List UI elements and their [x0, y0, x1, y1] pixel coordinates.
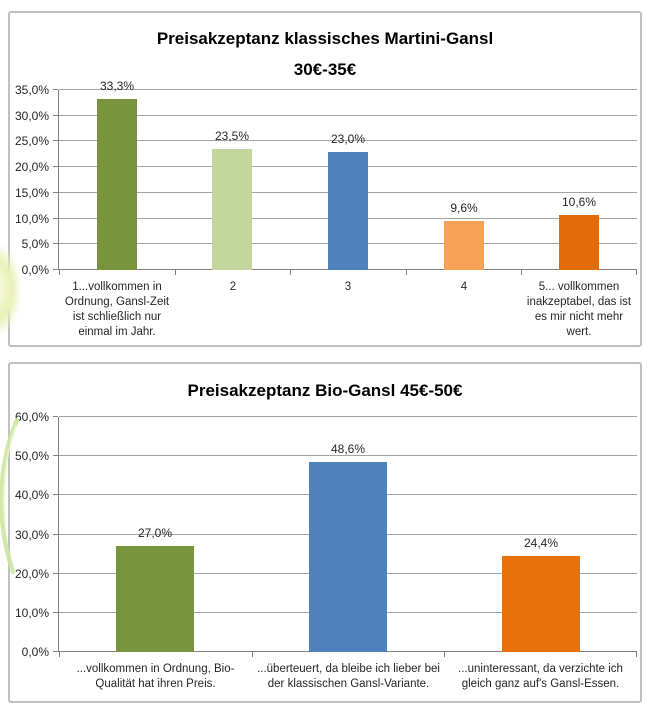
bar-4 — [444, 221, 484, 270]
y-axis-tick — [53, 166, 58, 168]
gridline — [59, 416, 637, 417]
x-axis-tick — [252, 652, 253, 657]
category-label: 3 — [344, 281, 352, 293]
bar-value-label: 27,0% — [137, 526, 173, 540]
bar-3 — [328, 152, 368, 270]
category-label: 4 — [460, 281, 468, 293]
y-axis-tick — [53, 533, 58, 535]
y-axis-tick — [53, 494, 58, 496]
bar-value-label: 9,6% — [450, 201, 478, 215]
y-axis-tick-label: 20,0% — [14, 160, 49, 175]
chart-title: Preisakzeptanz Bio-Gansl 45€-50€ — [10, 375, 640, 406]
y-axis-tick — [53, 416, 58, 417]
y-axis-tick — [53, 217, 58, 219]
bar-5 — [559, 215, 599, 270]
gridline — [59, 114, 637, 116]
y-axis-tick-label: 25,0% — [14, 134, 49, 149]
y-axis-tick-label: 35,0% — [14, 83, 49, 97]
bar-value-label: 23,0% — [330, 132, 366, 146]
y-axis-tick — [53, 611, 58, 613]
chart-preisakzeptanz-martini-gansl: Preisakzeptanz klassisches Martini-Gansl… — [8, 11, 642, 347]
y-axis-tick-label: 50,0% — [14, 449, 49, 464]
gridline — [59, 89, 637, 90]
chart-title-line: Preisakzeptanz Bio-Gansl 45€-50€ — [187, 381, 463, 400]
y-axis-tick — [53, 114, 58, 116]
bar-1 — [116, 546, 194, 652]
y-axis-tick-label: 30,0% — [14, 527, 49, 542]
x-axis-tick — [444, 652, 445, 657]
x-axis-tick — [521, 270, 522, 275]
y-axis-tick-label: 20,0% — [14, 566, 49, 581]
y-axis-tick-label: 60,0% — [14, 410, 49, 424]
y-axis-tick — [53, 651, 58, 652]
y-axis-tick — [53, 269, 58, 270]
y-axis-tick-label: 15,0% — [14, 185, 49, 200]
y-axis-tick — [53, 243, 58, 245]
y-axis-line — [58, 90, 59, 270]
category-label: 2 — [229, 281, 237, 293]
x-axis-tick — [59, 270, 60, 275]
category-label: 5... vollkommen inakzeptabel, das ist es… — [526, 281, 632, 338]
plot-area: 0,0% 5,0% 10,0% 15,0% 20,0% 25,0% 30,0% 35,0% 33… — [15, 79, 637, 338]
bar-1 — [97, 99, 137, 270]
y-axis-tick-label: 40,0% — [14, 488, 49, 503]
category-label: ...überteuert, da bleibe ich lieber bei … — [257, 663, 440, 690]
x-axis-tick — [59, 652, 60, 657]
bar-2 — [309, 462, 387, 652]
bar-value-label: 23,5% — [214, 129, 250, 143]
x-axis-tick — [636, 270, 637, 275]
y-axis-tick-label: 10,0% — [14, 605, 49, 620]
y-axis-tick-label: 5,0% — [21, 237, 49, 252]
x-axis-tick — [175, 270, 176, 275]
x-axis-tick — [636, 652, 637, 657]
y-axis-tick-label: 10,0% — [14, 211, 49, 226]
bar-value-label: 33,3% — [99, 79, 135, 93]
gridline — [59, 455, 637, 457]
y-axis-line — [58, 417, 59, 652]
chart-title-line: 30€-35€ — [293, 60, 357, 79]
plot-area: 0,0% 10,0% 20,0% 30,0% 40,0% 50,0% 60,0% 27,0%.… — [15, 410, 637, 690]
y-axis-tick — [53, 89, 58, 90]
chart-title-line: Preisakzeptanz klassisches Martini-Gansl — [156, 29, 494, 48]
chart-title: Preisakzeptanz klassisches Martini-Gansl… — [10, 23, 640, 85]
category-label: ...uninteressant, da verzichte ich gleic… — [458, 663, 623, 690]
bar-value-label: 48,6% — [330, 442, 366, 456]
category-label: 1...vollkommen in Ordnung, Gansl-Zeit is… — [64, 281, 170, 338]
y-axis-tick — [53, 572, 58, 574]
category-label: ...vollkommen in Ordnung, Bio-Qualität h… — [76, 663, 235, 690]
bar-value-label: 10,6% — [561, 195, 597, 209]
chart-preisakzeptanz-bio-gansl: Preisakzeptanz Bio-Gansl 45€-50€ 0,0% 10,… — [8, 362, 642, 703]
y-axis-tick-label: 30,0% — [14, 108, 49, 123]
y-axis-tick-label: 0,0% — [21, 263, 49, 277]
gridline — [59, 140, 637, 142]
bar-value-label: 24,4% — [523, 536, 559, 550]
x-axis-tick — [406, 270, 407, 275]
bar-3 — [502, 556, 580, 652]
y-axis-tick-label: 0,0% — [21, 645, 49, 659]
y-axis-tick — [53, 455, 58, 457]
x-axis-tick — [290, 270, 291, 275]
y-axis-tick — [53, 140, 58, 142]
bar-2 — [212, 149, 252, 270]
y-axis-tick — [53, 191, 58, 193]
